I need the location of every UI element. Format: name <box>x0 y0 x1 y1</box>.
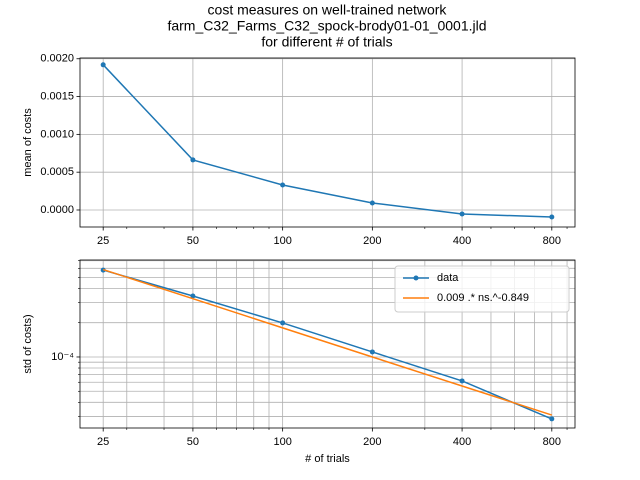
data-point <box>280 320 286 326</box>
data-point <box>369 349 375 355</box>
x-axis-label: # of trials <box>305 453 350 465</box>
legend-label: 0.009 .* ns.^-0.849 <box>437 292 529 304</box>
data-point <box>459 378 465 384</box>
x-tick-label: 200 <box>363 235 381 247</box>
x-tick-label: 100 <box>273 436 291 448</box>
legend-box <box>394 265 570 313</box>
x-tick-label: 200 <box>363 436 381 448</box>
data-point <box>190 157 196 163</box>
x-tick-label: 50 <box>187 436 199 448</box>
data-point <box>280 182 286 188</box>
y-tick-label: 0.0010 <box>40 128 74 140</box>
y-tick-label: 0.0015 <box>40 90 74 102</box>
axes-frame <box>79 259 576 429</box>
series-line <box>102 269 553 420</box>
title-line: farm_C32_Farms_C32_spock-brody01-01_0001… <box>167 18 486 34</box>
x-tick-label: 25 <box>97 436 109 448</box>
x-tick-label: 800 <box>543 436 561 448</box>
data-point <box>190 293 196 299</box>
data-point <box>100 62 106 68</box>
x-tick-label: 50 <box>187 235 199 247</box>
y-tick-label: 0.0000 <box>40 204 74 216</box>
x-tick-label: 100 <box>273 235 291 247</box>
x-tick-label: 400 <box>453 235 471 247</box>
legend-label: data <box>437 272 459 284</box>
y-tick-label: 0.0020 <box>40 53 74 65</box>
data-point <box>369 200 375 206</box>
x-tick-label: 800 <box>543 235 561 247</box>
legend-marker <box>413 275 419 281</box>
x-tick-label: 25 <box>97 235 109 247</box>
y-tick-label: 10⁻⁴ <box>51 351 74 363</box>
series-line <box>102 268 553 416</box>
title-line: for different # of trials <box>261 34 392 50</box>
legend: data 0.009 .* ns.^-0.849 <box>394 265 570 313</box>
y-axis-label: mean of costs <box>22 108 34 177</box>
title-line: cost measures on well-trained network <box>208 2 448 18</box>
x-tick-label: 400 <box>453 436 471 448</box>
y-tick-label: 0.0005 <box>40 166 74 178</box>
data-point <box>549 214 555 220</box>
y-axis-label: std of costs) <box>22 314 34 373</box>
data-point <box>549 416 555 422</box>
series-line <box>102 64 552 218</box>
axes-frame <box>79 57 576 228</box>
data-point <box>459 211 465 217</box>
